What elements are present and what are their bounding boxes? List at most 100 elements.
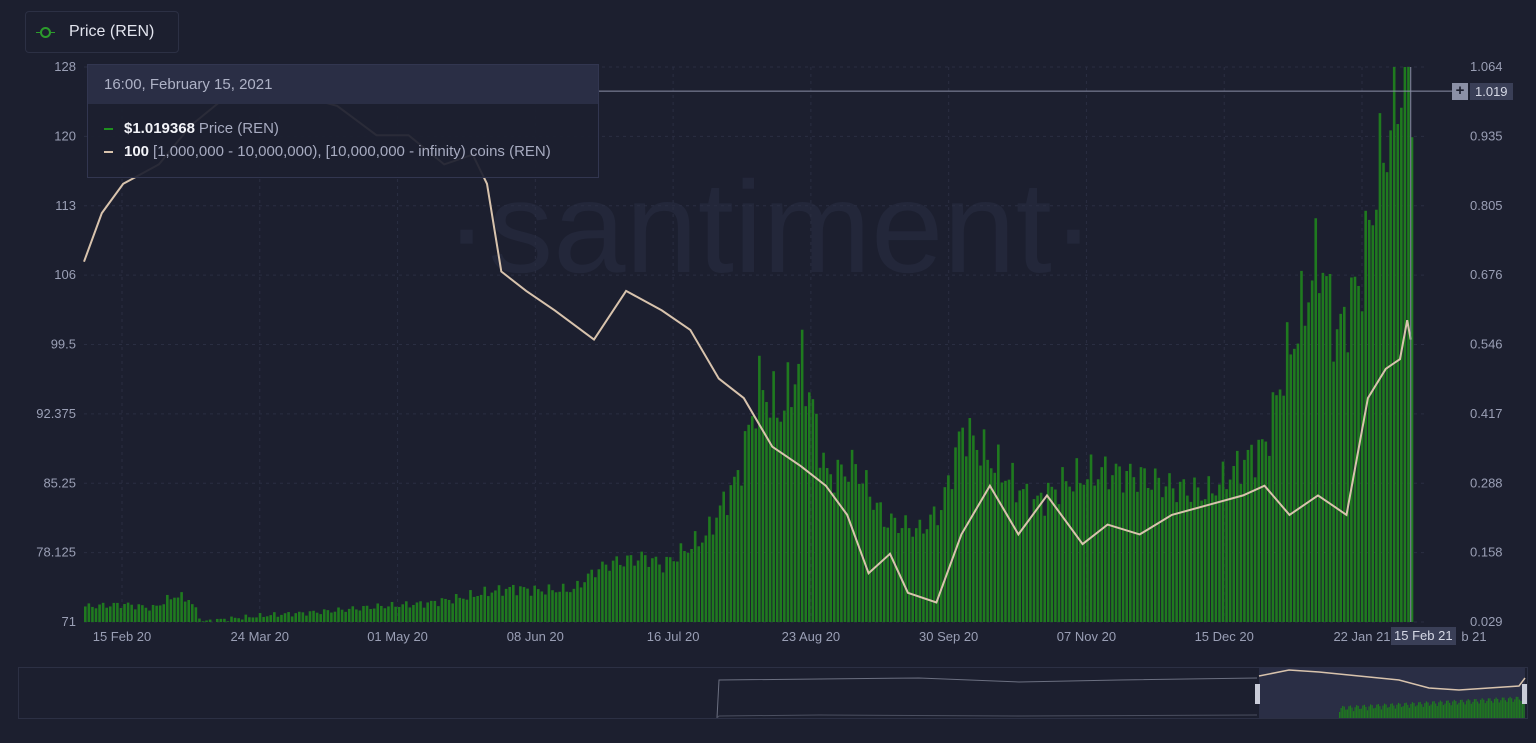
price-bar (1375, 209, 1378, 622)
price-bar (1136, 491, 1139, 622)
navigator-bar (1447, 700, 1449, 718)
price-bar (847, 481, 850, 622)
price-bar (194, 607, 198, 622)
price-bar (586, 573, 590, 622)
price-bar (244, 614, 248, 622)
price-bar (208, 619, 212, 622)
price-bar (772, 371, 775, 622)
price-bar (925, 529, 929, 622)
price-bar (686, 552, 690, 622)
navigator-bar (1500, 700, 1502, 718)
navigator-handle-left (1255, 684, 1260, 704)
price-bar (265, 616, 269, 622)
price-bar (1139, 467, 1143, 622)
price-bar (807, 392, 811, 622)
navigator-bar (1461, 699, 1463, 718)
navigator-bar (1404, 703, 1406, 718)
price-bar (1203, 499, 1207, 622)
navigator-bar (1346, 709, 1348, 718)
navigator-bar (1495, 697, 1497, 718)
plus-icon[interactable]: + (1452, 83, 1468, 100)
price-bar (979, 465, 982, 622)
price-bar (376, 603, 380, 622)
navigator-bar (1450, 705, 1452, 718)
price-bar (1293, 348, 1296, 622)
tooltip-row-holders: 100 [1,000,000 - 10,000,000), [10,000,00… (88, 143, 598, 160)
price-bar (790, 407, 793, 622)
price-bar (768, 417, 772, 622)
price-bar (1171, 488, 1175, 622)
navigator-bar (1523, 696, 1525, 718)
price-bar (1275, 395, 1278, 622)
price-bar (1011, 462, 1014, 622)
range-navigator[interactable] (18, 667, 1528, 719)
navigator-handle-right (1522, 684, 1527, 704)
price-bar (1164, 486, 1168, 622)
price-bar (554, 592, 558, 622)
navigator-bar (1470, 703, 1472, 718)
price-bar (997, 444, 1000, 622)
legend-item-price[interactable]: Price (REN) (25, 11, 179, 53)
price-bar (1007, 479, 1011, 622)
price-bar (262, 616, 265, 622)
price-bar (94, 608, 98, 622)
price-bar (355, 609, 358, 622)
navigator-bar (1497, 698, 1499, 718)
navigator-bar (1380, 709, 1383, 718)
price-bar (1300, 270, 1303, 622)
price-bar (861, 483, 865, 622)
price-bar (151, 604, 155, 622)
price-bar (1400, 107, 1403, 622)
price-bar (1214, 495, 1218, 622)
y-left-tick-label: 92.375 (36, 406, 76, 421)
price-bar (740, 485, 743, 622)
navigator-bar (1401, 707, 1403, 718)
price-bar (1125, 470, 1129, 622)
price-bar (1100, 467, 1104, 622)
price-bar (1260, 439, 1264, 622)
navigator-bar (1366, 710, 1369, 718)
price-bar (508, 586, 512, 622)
tooltip-row-price: $1.019368 Price (REN) (88, 120, 598, 137)
price-bar (1104, 456, 1107, 622)
y-right-tick-label: 0.935 (1470, 128, 1503, 143)
price-bar (1086, 479, 1089, 622)
price-bar (1036, 495, 1039, 622)
price-bar (618, 564, 622, 622)
navigator-canvas[interactable] (19, 668, 1527, 719)
navigator-bar (1438, 702, 1440, 718)
price-bar (1250, 444, 1253, 622)
navigator-bar (1368, 706, 1370, 718)
price-bar (290, 616, 294, 622)
price-bar (255, 617, 258, 622)
tooltip-date: 16:00, February 15, 2021 (88, 65, 598, 104)
price-bar (454, 594, 458, 622)
price-bar (622, 566, 626, 622)
price-bar (173, 597, 176, 622)
price-bar (797, 363, 800, 622)
price-bar (1314, 218, 1318, 622)
price-bar (850, 449, 854, 622)
price-bar (929, 514, 932, 622)
y-right-tick-label: 0.546 (1470, 337, 1503, 352)
navigator-bar (1466, 700, 1468, 718)
price-bar (1221, 461, 1225, 622)
price-bar (87, 603, 91, 622)
price-bar (380, 605, 383, 622)
price-bar (187, 599, 191, 622)
price-bar (494, 590, 497, 622)
price-bar (240, 619, 244, 622)
price-bar (108, 606, 112, 622)
price-bar (198, 618, 201, 622)
price-bar (158, 605, 162, 622)
price-bar (536, 589, 540, 622)
price-bar (1121, 492, 1125, 622)
price-bar (947, 475, 950, 622)
navigator-bar (1441, 701, 1443, 718)
navigator-bar (1390, 703, 1392, 718)
price-bar (661, 572, 665, 622)
navigator-bar (1444, 703, 1446, 718)
navigator-bar (1452, 701, 1454, 718)
navigator-bar (1374, 707, 1376, 718)
